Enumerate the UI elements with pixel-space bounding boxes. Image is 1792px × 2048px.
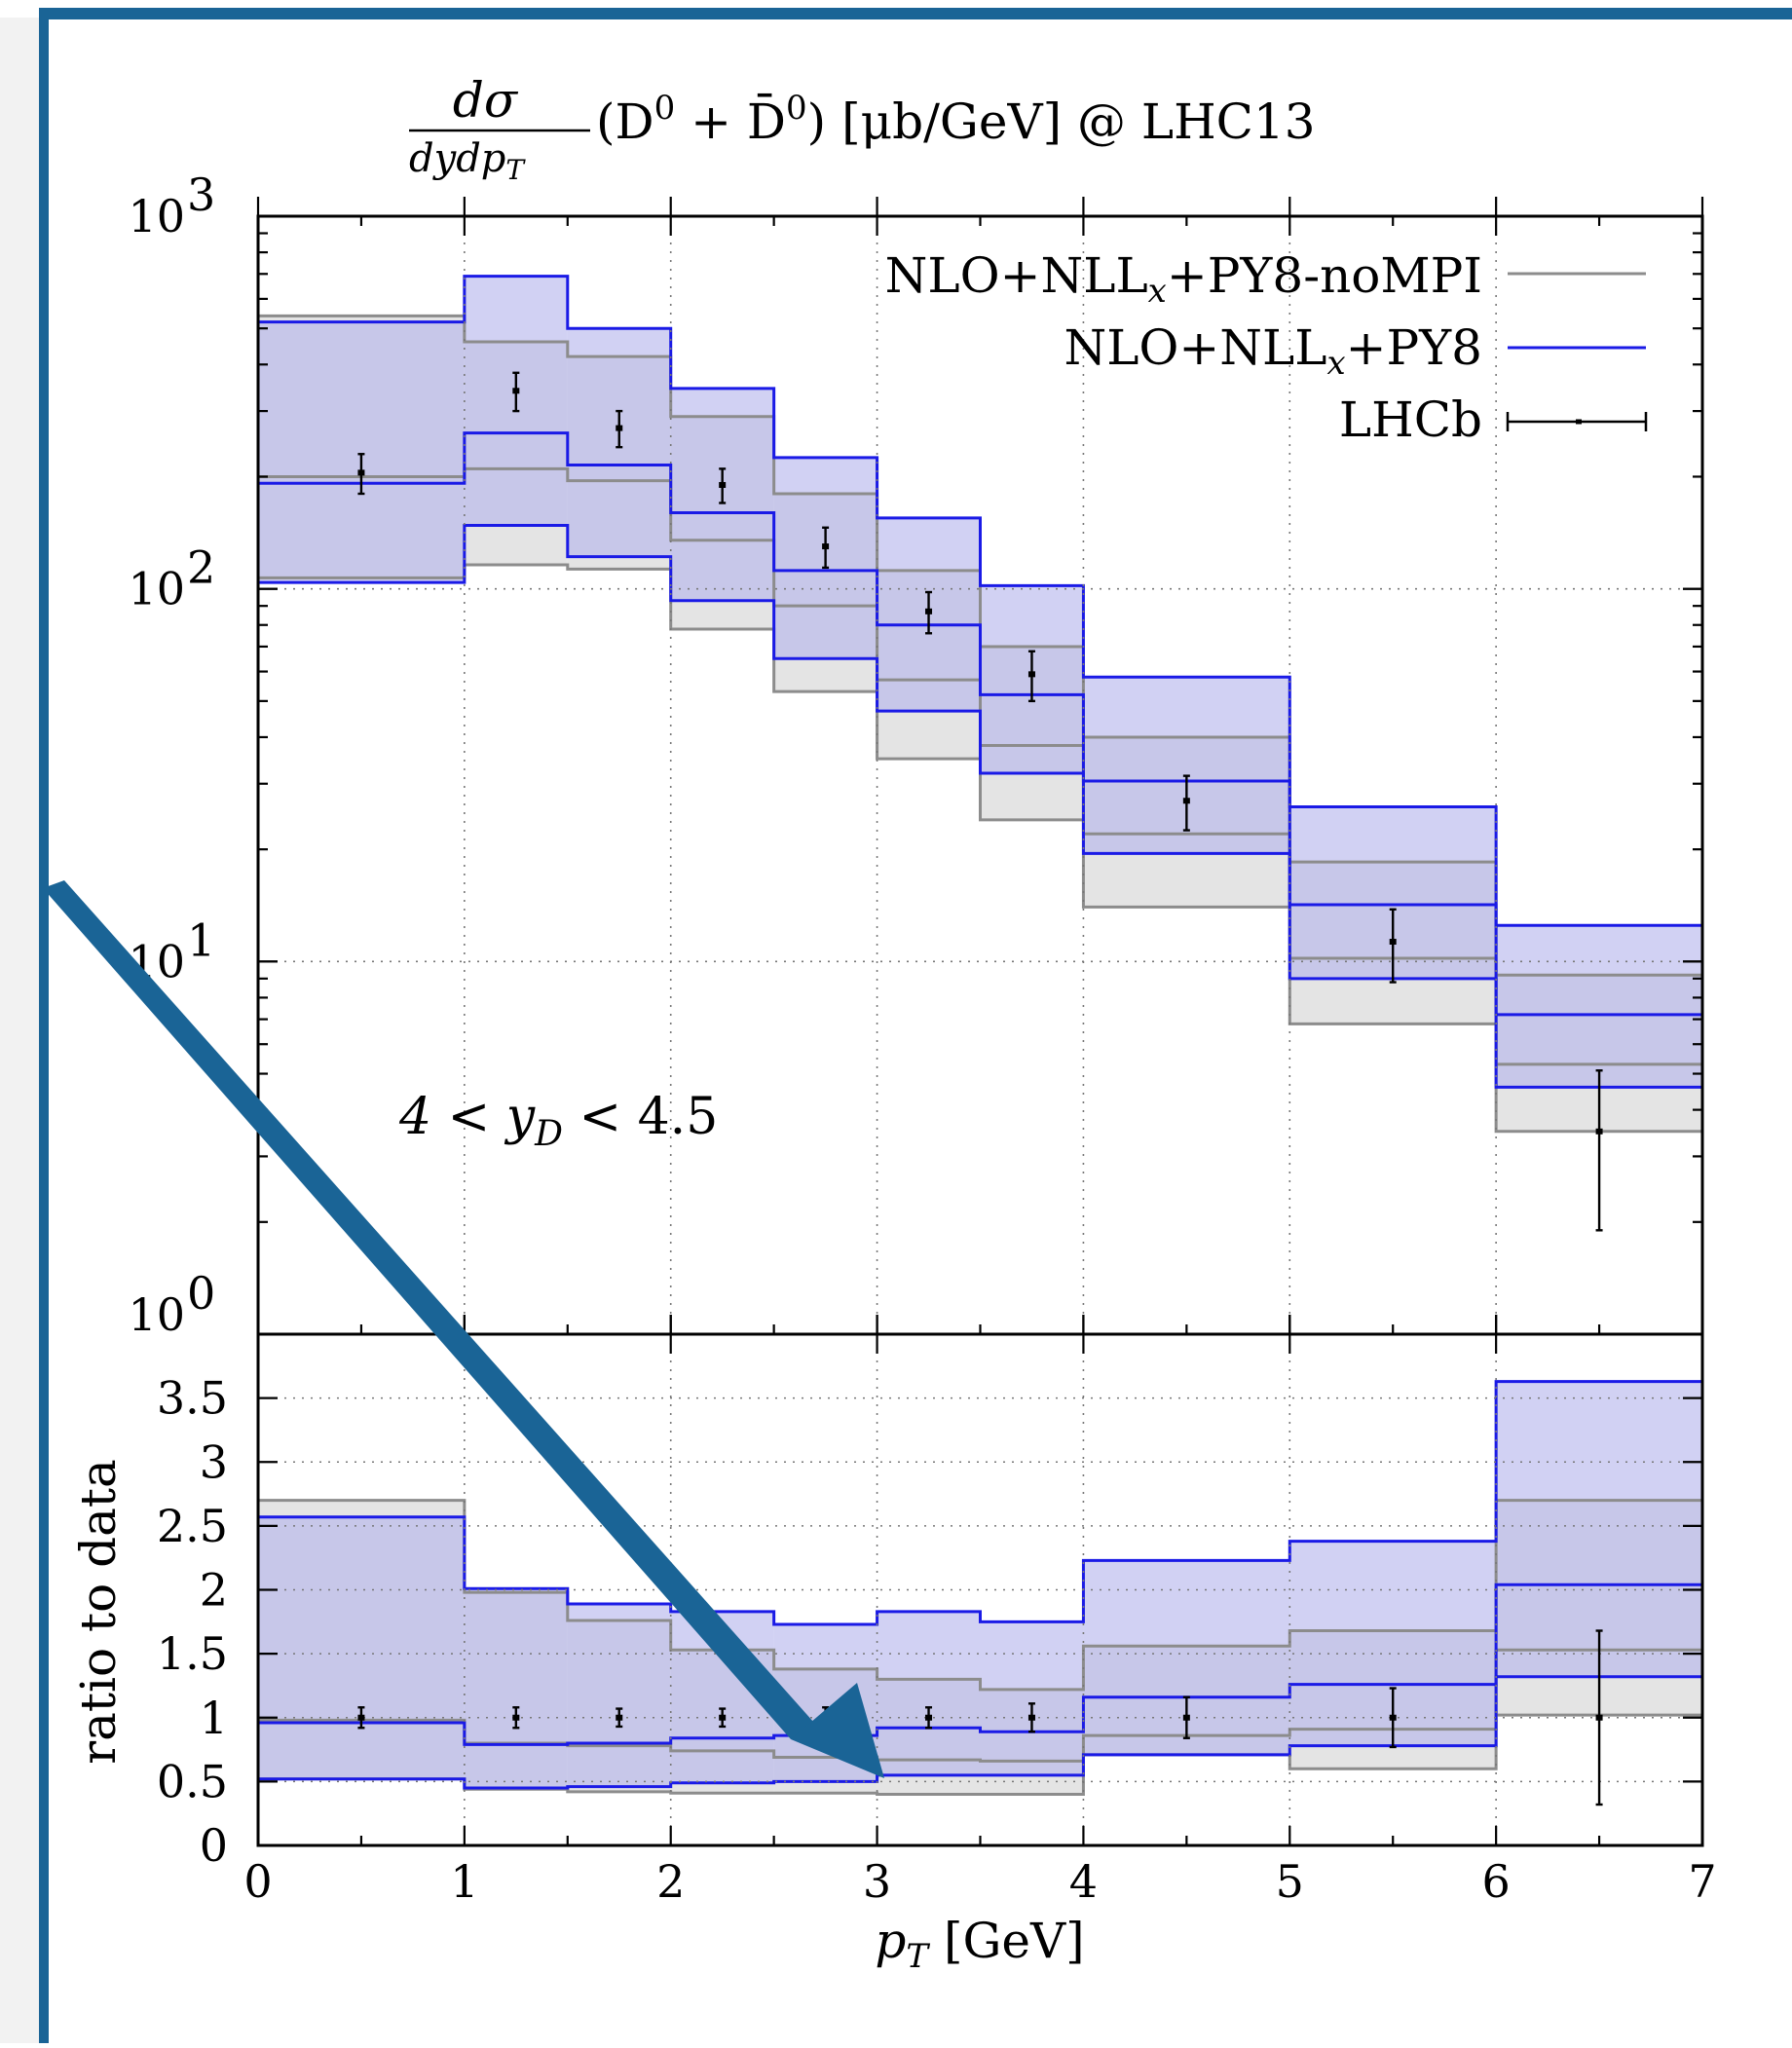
ratio-y-tick-label-0: 0	[200, 1819, 228, 1872]
x-tick-label-7: 7	[1688, 1855, 1716, 1908]
x-tick-label-4: 4	[1069, 1855, 1098, 1908]
ratio-marker-1	[512, 1714, 520, 1721]
main-y-tick-exp-3: 3	[187, 168, 215, 221]
ratio-marker-6	[1027, 1714, 1035, 1721]
legend-label-lhcb: LHCb	[1339, 391, 1482, 448]
main-marker-2	[616, 425, 623, 431]
main-band-mpi-bin-0	[258, 321, 465, 583]
main-marker-6	[1027, 671, 1035, 678]
main-point-0	[357, 453, 365, 496]
ratio-marker-2	[616, 1714, 623, 1721]
axes	[256, 197, 1704, 1847]
main-y-tick-exp-1: 1	[187, 913, 215, 966]
main-y-tick-label-0: 10	[128, 1288, 185, 1341]
main-point-1	[512, 371, 520, 413]
ratio-band-mpi-bin-9	[1496, 1381, 1702, 1677]
frame-left-accent	[39, 8, 49, 2043]
main-marker-5	[925, 608, 933, 614]
data-points	[357, 371, 1603, 1806]
ratio-point-9	[1595, 1629, 1603, 1806]
ratio-point-3	[719, 1707, 727, 1729]
main-y-tick-exp-0: 0	[187, 1267, 215, 1320]
main-y-tick-base-3: 10	[128, 190, 185, 242]
rapidity-annotation: 4 < yD < 4.5	[398, 1088, 718, 1154]
main-y-tick-label-3: 10	[128, 190, 185, 242]
main-y-tick-exp-2: 2	[187, 541, 215, 594]
main-marker-1	[512, 388, 520, 394]
ratio-y-tick-label-3: 3	[200, 1435, 228, 1488]
ratio-marker-9	[1595, 1714, 1603, 1721]
legend-label-mpi: NLO+NLLx+PY8	[1064, 319, 1482, 383]
title: dσ dydpT (D0 + D̄0) [μb/GeV] @ LHC13	[409, 72, 1316, 186]
ratio-band-mpi-bin-1	[464, 1588, 568, 1788]
x-tick-label-1: 1	[450, 1855, 478, 1908]
main-point-6	[1027, 650, 1035, 703]
main-point-2	[616, 409, 623, 449]
ratio-point-8	[1389, 1687, 1397, 1749]
legend: NLO+NLLx+PY8-noMPI NLO+NLLx+PY8 LHCb	[885, 247, 1648, 448]
main-line-mpi-lower	[258, 524, 1702, 1089]
main-point-3	[719, 467, 727, 504]
title-frac-den: dydpT	[409, 136, 526, 186]
x-tick-label-2: 2	[656, 1855, 685, 1908]
ratio-marker-0	[357, 1714, 365, 1721]
ratio-band-mpi-bin-0	[258, 1516, 465, 1779]
main-y-tick-label-2: 10	[128, 563, 185, 615]
ratio-ylabel: ratio to data	[70, 1459, 127, 1765]
main-y-tick-base-2: 10	[128, 563, 185, 615]
overlay-arrow	[43, 880, 884, 1778]
legend-swatch-lhcb	[1506, 412, 1648, 431]
title-frac-num: dσ	[453, 72, 519, 129]
ratio-y-tick-label-2: 2	[200, 1564, 228, 1617]
ratio-marker-7	[1182, 1714, 1190, 1721]
ratio-marker-3	[719, 1714, 727, 1721]
arrow-head	[791, 1683, 884, 1778]
ratio-band-mpi-bin-2	[567, 1603, 671, 1787]
ratio-y-tick-label-2.5: 2.5	[157, 1500, 228, 1552]
ratio-marker-5	[925, 1714, 933, 1721]
x-tick-label-5: 5	[1276, 1855, 1304, 1908]
x-tick-label-6: 6	[1482, 1855, 1511, 1908]
ratio-band-mpi-bin-5	[877, 1611, 981, 1775]
ratio-y-tick-label-1: 1	[200, 1692, 228, 1744]
main-point-4	[822, 526, 830, 570]
main-marker-8	[1389, 939, 1397, 946]
main-marker-7	[1182, 798, 1190, 804]
title-text: (D0 + D̄0) [μb/GeV] @ LHC13	[596, 89, 1316, 150]
main-point-7	[1182, 774, 1190, 832]
frame-top-accent	[47, 8, 1792, 19]
ratio-band-mpi-bin-6	[980, 1621, 1084, 1775]
ratio-y-tick-label-1.5: 1.5	[157, 1627, 228, 1680]
ratio-point-0	[357, 1706, 365, 1730]
ratio-marker-8	[1389, 1714, 1397, 1721]
main-band-mpi-bin-9	[1496, 925, 1702, 1088]
x-axis-label: pT [GeV]	[875, 1913, 1084, 1976]
ratio-line-mpi-upper	[258, 1380, 1702, 1626]
ratio-point-1	[512, 1706, 520, 1730]
main-point-8	[1389, 908, 1397, 984]
x-tick-label-3: 3	[863, 1855, 891, 1908]
main-marker-4	[822, 543, 830, 550]
main-point-9	[1595, 1069, 1603, 1232]
arrow-shaft	[43, 880, 822, 1739]
x-tick-label-0: 0	[243, 1855, 272, 1908]
main-marker-3	[719, 481, 727, 488]
legend-label-nompi: NLO+NLLx+PY8-noMPI	[885, 247, 1482, 311]
ratio-point-7	[1182, 1695, 1190, 1739]
main-y-tick-base-0: 10	[128, 1288, 185, 1341]
main-marker-0	[357, 469, 365, 476]
ratio-point-2	[616, 1707, 623, 1729]
ratio-point-6	[1027, 1702, 1035, 1733]
ratio-y-tick-label-3.5: 3.5	[157, 1372, 228, 1425]
main-marker-9	[1595, 1128, 1603, 1135]
ratio-y-tick-label-0.5: 0.5	[157, 1755, 228, 1807]
ratio-point-5	[925, 1706, 933, 1730]
main-point-5	[925, 590, 933, 635]
